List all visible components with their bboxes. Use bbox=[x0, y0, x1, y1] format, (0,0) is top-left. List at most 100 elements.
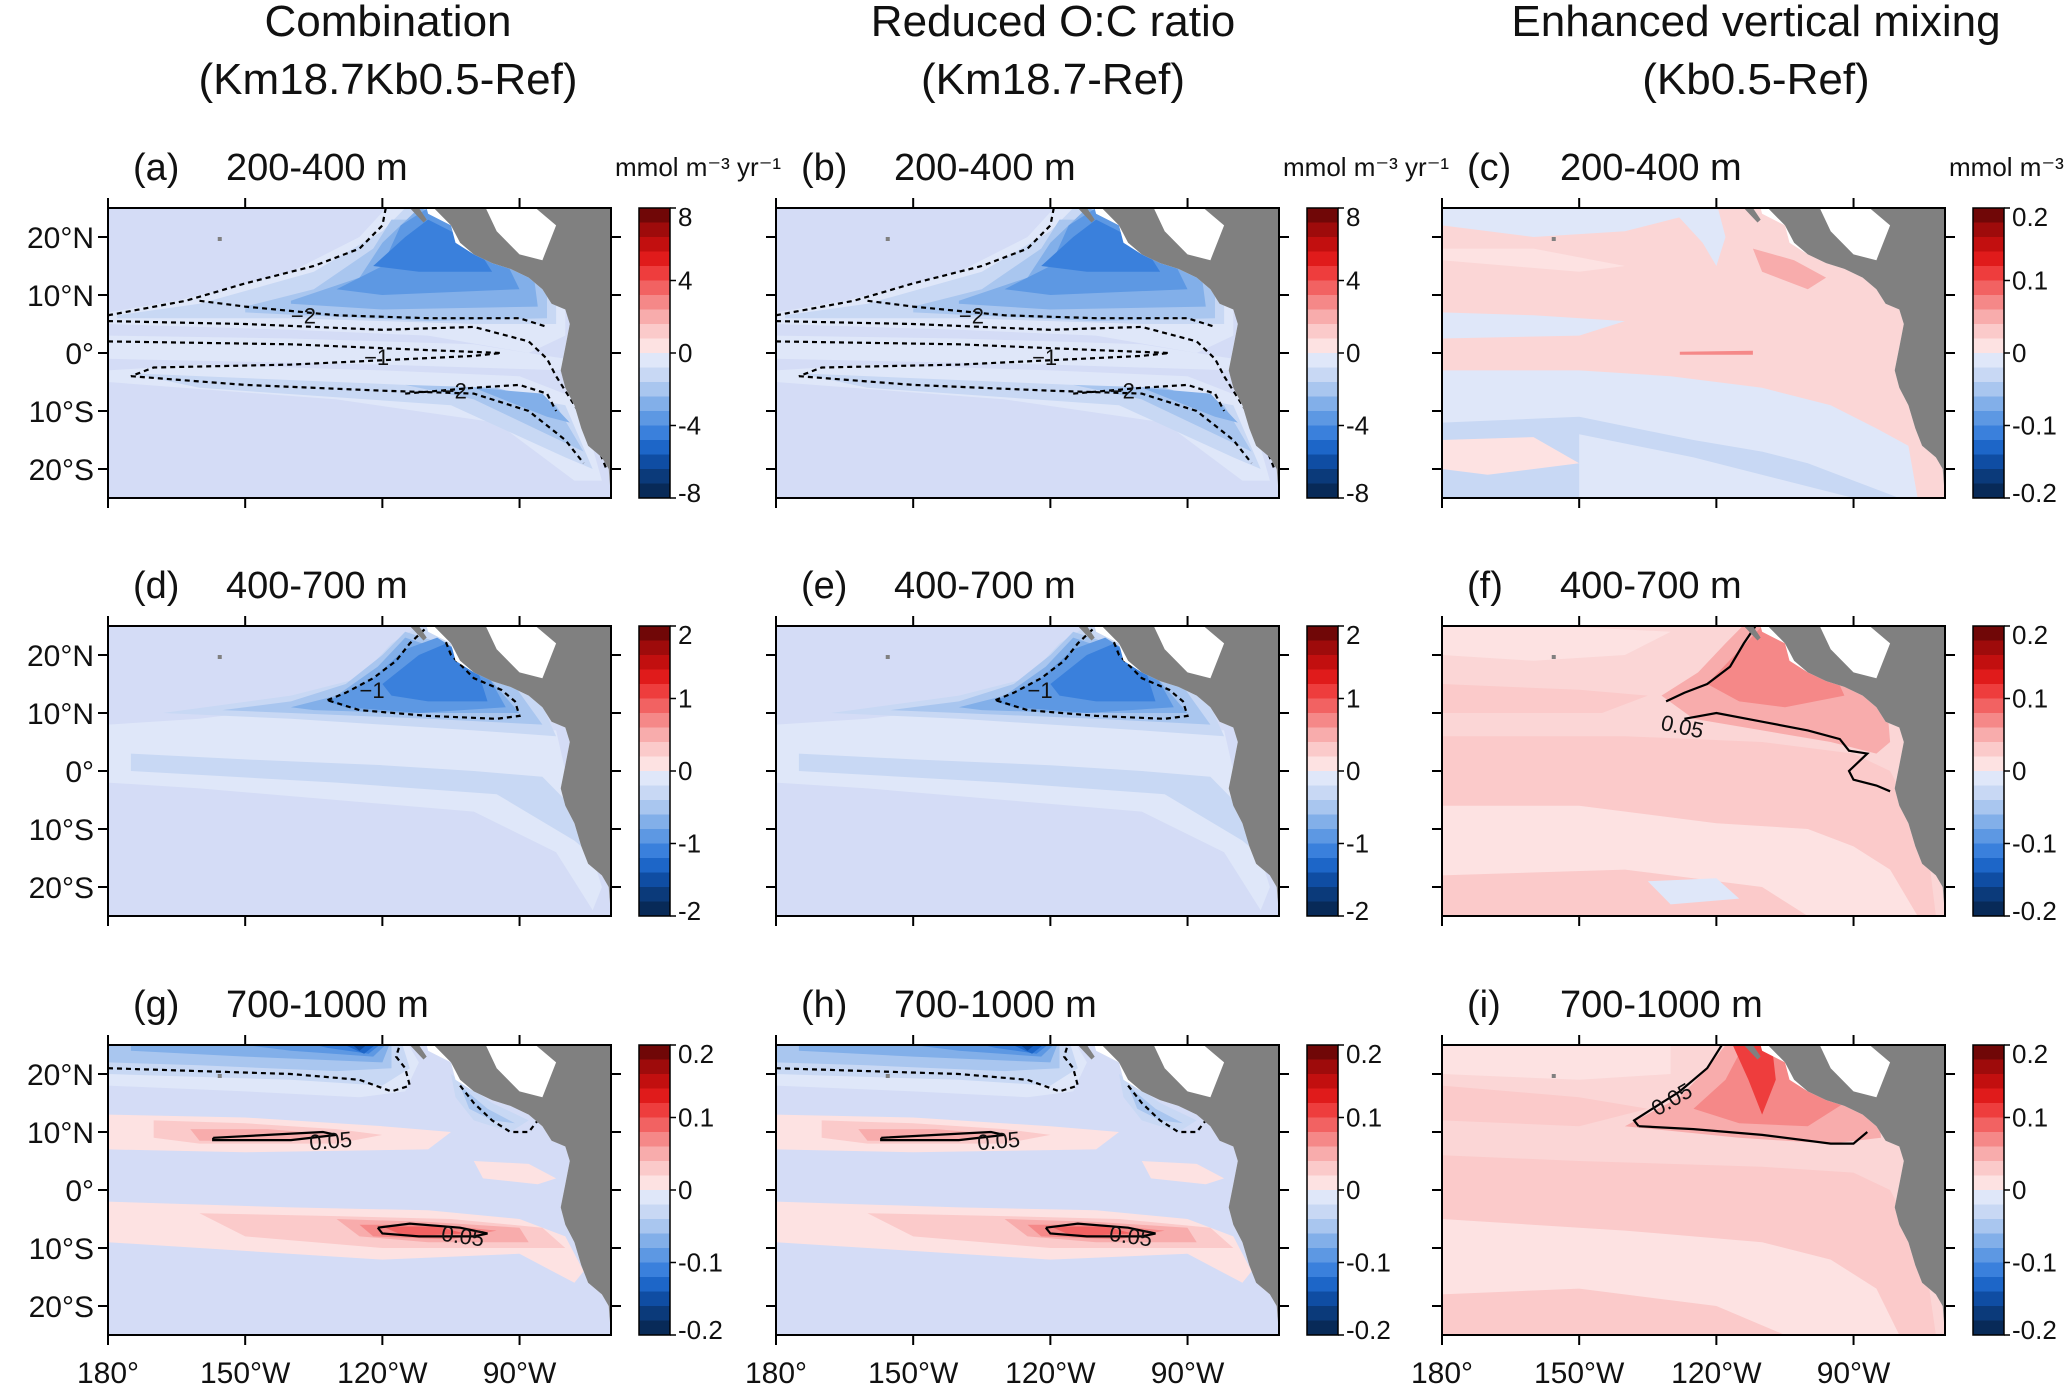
colorbar-swatch bbox=[1973, 1059, 2004, 1075]
colorbar-tick-label: 0.1 bbox=[2012, 266, 2048, 296]
colorbar-swatch bbox=[639, 655, 670, 670]
colorbar-swatch bbox=[1973, 640, 2004, 656]
colorbar-swatch bbox=[1973, 1190, 2004, 1205]
colorbar-swatch bbox=[1307, 901, 1338, 917]
colorbar-swatch bbox=[1973, 367, 2004, 383]
colorbar-swatch bbox=[1973, 411, 2004, 426]
colorbar-swatch bbox=[1307, 222, 1338, 238]
colorbar-swatch bbox=[1973, 1248, 2004, 1263]
colorbar-swatch bbox=[1973, 309, 2004, 325]
colorbar-swatch bbox=[1307, 1074, 1338, 1089]
colorbar-swatch bbox=[1973, 338, 2004, 354]
colorbar-swatch bbox=[639, 626, 670, 641]
colorbar-swatch bbox=[1307, 756, 1338, 772]
units-label: mmol m⁻³ yr⁻¹ bbox=[1949, 152, 2067, 182]
contour-label: 0.05 bbox=[440, 1221, 486, 1252]
colorbar-swatch bbox=[1973, 454, 2004, 470]
colorbar-swatch bbox=[639, 1233, 670, 1249]
colorbar-swatch bbox=[639, 1045, 670, 1060]
y-tick-label: 10°S bbox=[29, 396, 94, 429]
units-label: mmol m⁻³ yr⁻¹ bbox=[615, 152, 781, 182]
colorbar-tick-label: 0.1 bbox=[2012, 684, 2048, 714]
colorbar-swatch bbox=[639, 382, 670, 397]
colorbar-swatch bbox=[1973, 1233, 2004, 1249]
contour-label: −1 bbox=[364, 345, 389, 370]
colorbar-swatch bbox=[1973, 222, 2004, 238]
colorbar-swatch bbox=[639, 280, 670, 296]
colorbar-tick-label: 0.2 bbox=[2012, 1039, 2048, 1069]
colorbar-swatch bbox=[1307, 295, 1338, 310]
colorbar-tick-label: 4 bbox=[1346, 266, 1360, 296]
x-tick-label: 120°W bbox=[337, 1357, 428, 1390]
map-field: 0.05 0.05 bbox=[108, 1045, 611, 1335]
colorbar-swatch bbox=[639, 222, 670, 238]
y-tick-label: 20°N bbox=[27, 222, 94, 255]
island bbox=[217, 1074, 222, 1078]
colorbar-tick-label: 0 bbox=[2012, 338, 2026, 368]
panel-a: (a) 200-400 m mmol m⁻³ yr⁻¹ −2 −1 −2 20°N 10°N 0… bbox=[27, 147, 781, 508]
column-title-2-line2: (Km18.7-Ref) bbox=[921, 55, 1185, 104]
colorbar-swatch bbox=[1307, 1059, 1338, 1075]
colorbar-swatch bbox=[639, 1248, 670, 1263]
colorbar-tick-label: -0.1 bbox=[1346, 1248, 1391, 1278]
colorbar-swatch bbox=[1973, 771, 2004, 786]
panel-label: (i) bbox=[1467, 984, 1501, 1026]
colorbar-swatch bbox=[639, 353, 670, 368]
colorbar-swatch bbox=[639, 367, 670, 383]
colorbar-swatch bbox=[639, 1306, 670, 1321]
colorbar-swatch bbox=[1307, 1291, 1338, 1307]
colorbar-swatch bbox=[639, 1088, 670, 1104]
colorbar-tick-label: 0.1 bbox=[678, 1103, 714, 1133]
colorbar-swatch bbox=[1973, 829, 2004, 844]
y-tick-label: 20°N bbox=[27, 1059, 94, 1092]
y-tick-label: 0° bbox=[65, 756, 94, 789]
contour-line bbox=[108, 340, 502, 378]
colorbar-swatch bbox=[639, 814, 670, 830]
contour-label: −1 bbox=[1028, 678, 1053, 703]
colorbar-swatch bbox=[1973, 1320, 2004, 1336]
colorbar-swatch bbox=[639, 800, 670, 815]
column-title-3-line2: (Kb0.5-Ref) bbox=[1642, 55, 1869, 104]
map-field: −2 −1 −2 bbox=[108, 208, 611, 498]
colorbar-swatch bbox=[639, 1132, 670, 1147]
colorbar-swatch bbox=[639, 727, 670, 743]
x-tick-label: 90°W bbox=[1817, 1357, 1891, 1390]
island bbox=[885, 1074, 890, 1078]
colorbar-swatch bbox=[1973, 266, 2004, 281]
y-tick-label: 0° bbox=[65, 1175, 94, 1208]
map-field: −1 bbox=[108, 626, 611, 916]
column-title-3-line1: Enhanced vertical mixing bbox=[1511, 0, 2000, 46]
colorbar-tick-label: -0.2 bbox=[2012, 478, 2057, 508]
colorbar-swatch bbox=[1307, 1190, 1338, 1205]
colorbar-swatch bbox=[1973, 353, 2004, 368]
colorbar-swatch bbox=[639, 469, 670, 484]
colorbar-swatch bbox=[1973, 1204, 2004, 1220]
colorbar-swatch bbox=[1307, 713, 1338, 728]
colorbar-swatch bbox=[639, 1117, 670, 1133]
colorbar-tick-label: 8 bbox=[678, 202, 692, 232]
colorbar-tick-label: 8 bbox=[1346, 202, 1360, 232]
colorbar-swatch bbox=[1307, 684, 1338, 699]
colorbar-swatch bbox=[639, 843, 670, 859]
colorbar-swatch bbox=[639, 742, 670, 757]
colorbar-swatch bbox=[1307, 280, 1338, 296]
colorbar-swatch bbox=[1973, 843, 2004, 859]
colorbar-swatch bbox=[639, 829, 670, 844]
contour-line bbox=[327, 626, 521, 720]
colorbar-swatch bbox=[639, 425, 670, 441]
colorbar-swatch bbox=[639, 440, 670, 455]
colorbar-swatch bbox=[1973, 1117, 2004, 1133]
column-title-2-line1: Reduced O:C ratio bbox=[871, 0, 1235, 46]
colorbar-swatch bbox=[1973, 396, 2004, 412]
colorbar-swatch bbox=[1973, 425, 2004, 441]
colorbar-swatch bbox=[639, 771, 670, 786]
colorbar-swatch bbox=[1973, 1262, 2004, 1278]
colorbar-swatch bbox=[1973, 669, 2004, 685]
x-tick-label: 150°W bbox=[200, 1357, 291, 1390]
map-field: 0.05 bbox=[1442, 1045, 1945, 1335]
contour-line bbox=[108, 208, 387, 317]
colorbar-swatch bbox=[639, 1146, 670, 1162]
colorbar-swatch bbox=[1973, 1088, 2004, 1104]
colorbar-swatch bbox=[1973, 626, 2004, 641]
colorbar-swatch bbox=[1973, 655, 2004, 670]
